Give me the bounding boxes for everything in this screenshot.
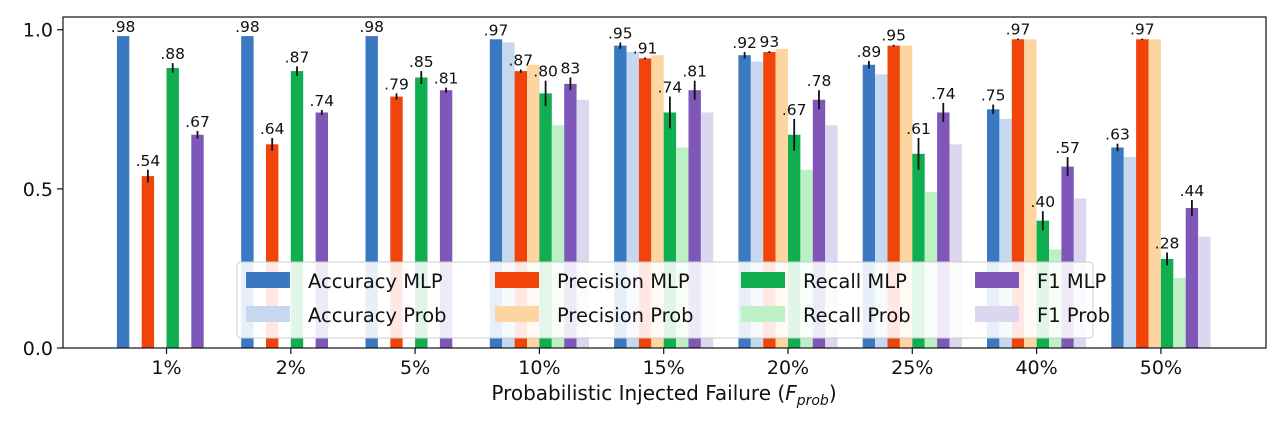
data-label: .97 bbox=[484, 21, 509, 39]
data-label: .85 bbox=[409, 53, 434, 71]
data-label: .40 bbox=[1030, 193, 1055, 211]
x-tick-label: 2% bbox=[276, 357, 306, 379]
data-label: .64 bbox=[260, 120, 285, 138]
bar bbox=[1148, 39, 1161, 348]
legend-swatch bbox=[741, 306, 785, 322]
data-label: .74 bbox=[931, 85, 956, 103]
data-label: .80 bbox=[533, 63, 558, 81]
bar bbox=[1173, 277, 1186, 348]
legend-swatch bbox=[975, 306, 1019, 322]
data-label: .87 bbox=[285, 48, 310, 66]
x-axis-title: Probabilistic Injected Failure (Fprob) bbox=[491, 381, 836, 409]
legend-swatch bbox=[495, 306, 539, 322]
y-tick-label: 0.0 bbox=[23, 338, 53, 360]
bar bbox=[141, 176, 155, 348]
data-label: .98 bbox=[111, 18, 136, 36]
data-labels-layer: .98.54.88.67.98.64.87.74.98.79.85.81.97.… bbox=[111, 18, 1204, 252]
y-tick-label: 0.5 bbox=[23, 179, 53, 201]
data-label: .78 bbox=[807, 72, 832, 90]
bar bbox=[1198, 236, 1211, 348]
data-label: .95 bbox=[881, 27, 906, 45]
data-label: .95 bbox=[608, 24, 633, 42]
data-label: .28 bbox=[1155, 235, 1180, 253]
legend-swatch bbox=[495, 272, 539, 288]
axes-layer: 1% 2% 5% 10% 15% 20% 25% 40% 50% 0.0 0.5 1.0 bbox=[23, 16, 1267, 379]
data-label: .79 bbox=[384, 75, 409, 93]
data-label: .81 bbox=[434, 70, 459, 88]
data-label: 93 bbox=[760, 33, 780, 51]
legend-label: Precision Prob bbox=[557, 304, 694, 327]
x-tick-label: 1% bbox=[151, 357, 181, 379]
legend: Accuracy MLP Accuracy Prob Precision MLP Pr… bbox=[236, 261, 1110, 339]
legend-swatch bbox=[741, 272, 785, 288]
legend-box bbox=[236, 261, 1094, 339]
data-label: .61 bbox=[906, 120, 931, 138]
legend-label: Accuracy Prob bbox=[308, 304, 447, 327]
data-label: 83 bbox=[561, 59, 581, 77]
data-label: .63 bbox=[1105, 126, 1130, 144]
legend-label: F1 Prob bbox=[1037, 304, 1110, 327]
data-label: .88 bbox=[160, 45, 185, 63]
x-tick-label: 15% bbox=[643, 357, 685, 379]
y-tick-label: 1.0 bbox=[23, 20, 53, 42]
data-label: .97 bbox=[1130, 21, 1155, 39]
data-label: .98 bbox=[359, 18, 384, 36]
bar bbox=[166, 67, 179, 349]
x-tick-label: 10% bbox=[518, 357, 560, 379]
x-tick-label: 20% bbox=[767, 357, 809, 379]
data-label: .57 bbox=[1055, 139, 1080, 157]
bar bbox=[191, 134, 204, 348]
bar bbox=[1123, 157, 1137, 348]
data-label: .54 bbox=[136, 152, 161, 170]
data-label: .98 bbox=[235, 18, 260, 36]
legend-label: Recall Prob bbox=[803, 304, 911, 327]
data-label: .67 bbox=[185, 113, 210, 131]
data-label: .81 bbox=[682, 63, 707, 81]
bar bbox=[1160, 258, 1174, 348]
data-label: .92 bbox=[732, 34, 757, 52]
bar bbox=[116, 36, 130, 348]
legend-label: Precision MLP bbox=[557, 270, 690, 293]
data-label: .91 bbox=[633, 39, 658, 57]
data-label: .44 bbox=[1180, 182, 1205, 200]
data-label: .87 bbox=[508, 52, 533, 70]
data-label: .74 bbox=[309, 92, 334, 110]
x-tick-label: 5% bbox=[400, 357, 430, 379]
x-tick-label: 40% bbox=[1015, 357, 1057, 379]
legend-swatch bbox=[246, 306, 290, 322]
legend-label: Recall MLP bbox=[803, 270, 907, 293]
data-label: .89 bbox=[857, 43, 882, 61]
bar bbox=[1111, 147, 1124, 348]
error-bars-layer bbox=[146, 38, 1193, 266]
bar bbox=[1136, 39, 1149, 348]
legend-label: Accuracy MLP bbox=[308, 270, 443, 293]
data-label: .74 bbox=[658, 79, 683, 97]
data-label: .97 bbox=[1006, 21, 1031, 39]
legend-label: F1 MLP bbox=[1037, 270, 1107, 293]
bar bbox=[1185, 207, 1199, 348]
x-tick-label: 50% bbox=[1140, 357, 1182, 379]
data-label: .67 bbox=[782, 101, 807, 119]
legend-swatch bbox=[246, 272, 290, 288]
x-tick-label: 25% bbox=[891, 357, 933, 379]
data-label: .75 bbox=[981, 87, 1006, 105]
plot-frame bbox=[62, 16, 1267, 349]
legend-swatch bbox=[975, 272, 1019, 288]
